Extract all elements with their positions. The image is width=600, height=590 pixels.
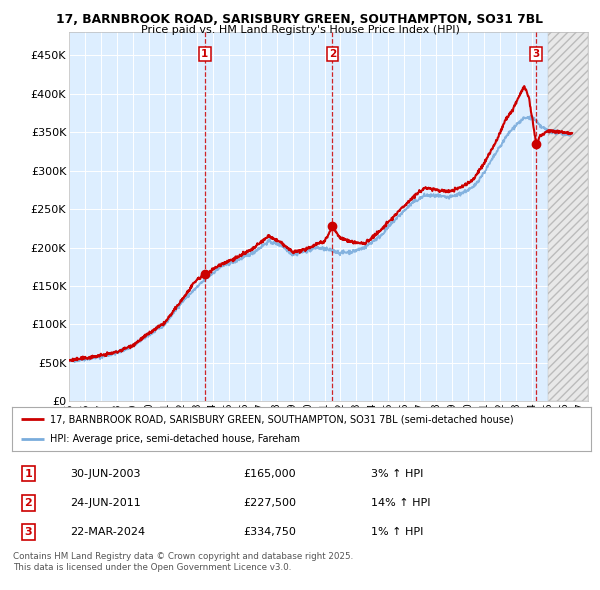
Text: £165,000: £165,000	[244, 468, 296, 478]
Text: 17, BARNBROOK ROAD, SARISBURY GREEN, SOUTHAMPTON, SO31 7BL (semi-detached house): 17, BARNBROOK ROAD, SARISBURY GREEN, SOU…	[50, 414, 513, 424]
Bar	[548, 32, 588, 401]
Text: £334,750: £334,750	[244, 527, 296, 537]
Text: 22-MAR-2024: 22-MAR-2024	[70, 527, 145, 537]
Text: 1% ↑ HPI: 1% ↑ HPI	[371, 527, 424, 537]
Text: 1: 1	[25, 468, 32, 478]
Text: 2: 2	[25, 498, 32, 508]
Text: HPI: Average price, semi-detached house, Fareham: HPI: Average price, semi-detached house,…	[50, 434, 299, 444]
Text: 1: 1	[201, 49, 208, 59]
Text: 30-JUN-2003: 30-JUN-2003	[70, 468, 140, 478]
Text: 14% ↑ HPI: 14% ↑ HPI	[371, 498, 430, 508]
Text: Price paid vs. HM Land Registry's House Price Index (HPI): Price paid vs. HM Land Registry's House …	[140, 25, 460, 35]
Text: 2: 2	[329, 49, 336, 59]
Text: 24-JUN-2011: 24-JUN-2011	[70, 498, 140, 508]
Text: Contains HM Land Registry data © Crown copyright and database right 2025.
This d: Contains HM Land Registry data © Crown c…	[13, 552, 353, 572]
Text: 3: 3	[25, 527, 32, 537]
Text: 3% ↑ HPI: 3% ↑ HPI	[371, 468, 424, 478]
Text: 17, BARNBROOK ROAD, SARISBURY GREEN, SOUTHAMPTON, SO31 7BL: 17, BARNBROOK ROAD, SARISBURY GREEN, SOU…	[56, 13, 544, 26]
Text: £227,500: £227,500	[244, 498, 296, 508]
Text: 3: 3	[532, 49, 540, 59]
